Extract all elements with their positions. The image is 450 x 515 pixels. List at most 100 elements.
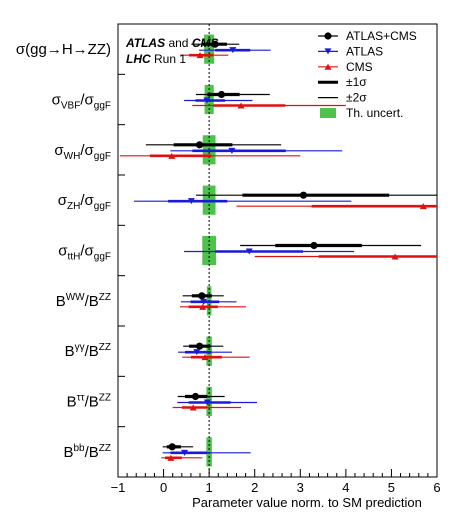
parameter-label-part: σ bbox=[52, 92, 62, 109]
parameter-label-part: ZZ bbox=[99, 443, 111, 454]
atlas-marker bbox=[200, 298, 208, 305]
experiment-run: Run 1 bbox=[151, 52, 187, 66]
error-bars bbox=[119, 42, 437, 460]
cms-marker bbox=[168, 152, 176, 159]
plot-frame bbox=[117, 23, 438, 478]
atlas-marker bbox=[187, 198, 195, 205]
parameter-label-part: /σ bbox=[80, 243, 94, 260]
parameter-label-part: B bbox=[56, 293, 66, 310]
legend-label: ATLAS bbox=[346, 44, 383, 58]
atlas-marker bbox=[229, 47, 237, 54]
parameter-label-part: B bbox=[63, 444, 73, 461]
combined-marker bbox=[168, 443, 176, 451]
legend-swatch-marker bbox=[324, 32, 332, 40]
plot-border bbox=[117, 23, 438, 478]
x-tick-label: 3 bbox=[297, 480, 304, 495]
parameter-label-part: /σ bbox=[80, 192, 94, 209]
combined-marker bbox=[211, 40, 219, 48]
parameter-label-part: /σ bbox=[80, 142, 94, 159]
parameter-label-part: ZH bbox=[67, 201, 80, 212]
cms-marker bbox=[237, 102, 245, 109]
parameter-label-part: σ(gg→H→ZZ) bbox=[16, 41, 111, 58]
x-tick-label: −1 bbox=[111, 480, 126, 495]
parameter-label-part: /σ bbox=[80, 92, 94, 109]
experiment-and: and bbox=[165, 36, 192, 50]
x-tick-label: 0 bbox=[160, 480, 167, 495]
cms-marker bbox=[196, 52, 204, 59]
parameter-label-part: /B bbox=[85, 343, 99, 360]
parameter-label: σttH/σggF bbox=[58, 243, 111, 263]
parameter-label-part: bb bbox=[73, 443, 85, 454]
parameter-label: σZH/σggF bbox=[58, 192, 111, 212]
parameter-label-part: WH bbox=[64, 151, 81, 162]
experiment-lhc: LHC bbox=[126, 52, 151, 66]
experiment-atlas: ATLAS bbox=[125, 36, 165, 50]
combined-marker bbox=[191, 392, 200, 401]
th-uncertainty-box bbox=[206, 437, 212, 467]
x-tick-label: 4 bbox=[342, 480, 349, 495]
atlas-marker bbox=[193, 349, 201, 356]
parameter-label: σVBF/σggF bbox=[52, 92, 111, 112]
combined-marker bbox=[195, 342, 204, 350]
x-tick-label: 2 bbox=[251, 480, 258, 495]
legend-label: ±2σ bbox=[346, 91, 367, 105]
combined-marker bbox=[195, 141, 204, 149]
atlas-marker bbox=[203, 399, 211, 406]
parameter-label-part: σ bbox=[58, 192, 68, 209]
cms-marker bbox=[199, 303, 207, 310]
combined-marker bbox=[217, 90, 226, 99]
atlas-marker bbox=[203, 97, 211, 104]
cms-marker bbox=[201, 354, 209, 361]
parameter-label-part: γγ bbox=[75, 342, 85, 353]
legend-swatch-box bbox=[320, 108, 336, 118]
x-tick-label: 1 bbox=[206, 480, 213, 495]
cms-marker bbox=[189, 404, 197, 411]
markers bbox=[167, 40, 427, 461]
parameter-label-part: ggF bbox=[94, 252, 111, 263]
parameter-label-part: σ bbox=[58, 243, 68, 260]
atlas-marker bbox=[181, 449, 189, 456]
atlas-marker bbox=[228, 147, 236, 154]
parameter-label-part: ggF bbox=[94, 101, 111, 112]
combined-marker bbox=[198, 292, 206, 300]
parameter-label-part: ggF bbox=[94, 151, 111, 162]
cms-marker bbox=[167, 454, 175, 461]
th-uncertainty-box bbox=[202, 235, 216, 266]
combined-marker bbox=[310, 241, 318, 250]
parameter-label-part: /B bbox=[85, 293, 99, 310]
parameter-label: Bγγ/BZZ bbox=[65, 342, 111, 360]
legend-swatch-marker bbox=[324, 48, 332, 55]
x-axis-title: Parameter value norm. to SM prediction bbox=[192, 495, 422, 510]
parameter-labels: σ(gg→H→ZZ)σVBF/σggFσWH/σggFσZH/σggFσttH/… bbox=[16, 41, 111, 461]
parameter-label-part: VBF bbox=[61, 101, 80, 112]
combined-marker bbox=[299, 191, 308, 199]
legend-label: ±1σ bbox=[346, 75, 367, 89]
parameter-label: Bbb/BZZ bbox=[63, 443, 111, 461]
parameter-label-part: /B bbox=[85, 394, 99, 411]
parameter-label-part: σ bbox=[54, 142, 64, 159]
axis-ticks: −1 0 1 2 3 4 5 6 bbox=[111, 469, 441, 495]
parameter-label-part: /B bbox=[85, 444, 99, 461]
parameter-label-part: ZZ bbox=[99, 292, 111, 303]
legend-label: ATLAS+CMS bbox=[346, 29, 417, 43]
parameter-label-part: ttH bbox=[68, 252, 81, 263]
parameter-label-part: ττ bbox=[77, 393, 85, 404]
experiment-line-2: LHC Run 1 bbox=[126, 52, 186, 66]
atlas-marker bbox=[245, 248, 253, 255]
parameter-label: σWH/σggF bbox=[54, 142, 111, 162]
cms-marker bbox=[391, 253, 399, 260]
parameter-label: BWW/BZZ bbox=[56, 292, 111, 310]
experiment-cms: CMS bbox=[192, 36, 219, 50]
x-tick-label: 6 bbox=[433, 480, 440, 495]
legend-label: CMS bbox=[346, 60, 373, 74]
legend-label: Th. uncert. bbox=[346, 106, 403, 120]
parameter-label-part: ZZ bbox=[99, 393, 111, 404]
parameter-label-part: B bbox=[65, 343, 75, 360]
parameter-label-part: ZZ bbox=[99, 342, 111, 353]
cms-marker bbox=[419, 203, 427, 210]
parameter-label: σ(gg→H→ZZ) bbox=[16, 41, 111, 58]
experiment-label: ATLAS and CMS LHC Run 1 bbox=[125, 36, 218, 66]
parameter-label: Bττ/BZZ bbox=[67, 393, 111, 411]
